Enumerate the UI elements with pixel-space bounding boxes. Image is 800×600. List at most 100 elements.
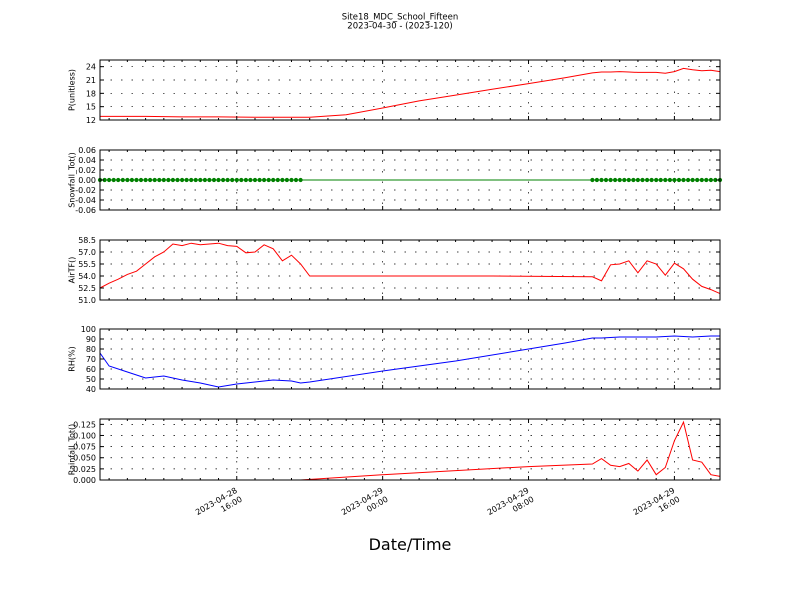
y-axis-label: RH(%) [68,346,77,371]
data-point [676,177,682,183]
data-point [617,177,622,183]
panel-2: -0.06-0.04-0.020.000.020.040.06Snowfall_… [68,146,723,215]
y-tick-label: 0.000 [73,476,96,485]
data-point [157,177,162,183]
data-point [599,177,604,183]
data-point [713,177,718,183]
data-point [239,177,244,183]
y-tick-label: 55.5 [78,260,96,269]
data-point [266,177,271,183]
data-point [243,177,248,183]
y-tick-label: 58.5 [78,236,96,245]
data-point [654,177,659,183]
data-point [631,177,636,183]
axes-frame [99,418,721,481]
data-point [152,177,157,183]
data-point [663,177,668,183]
y-tick-label: 50 [86,375,96,384]
data-point [608,177,613,183]
y-tick-label: 70 [86,355,96,364]
data-point [189,177,194,183]
data-point [107,177,112,183]
data-point [252,177,258,183]
data-point [672,177,677,183]
y-tick-label: 0.025 [73,465,96,474]
panel-1: 12 15 18 21 24 P(unitless) [68,59,721,125]
y-tick-label: 15 [86,103,96,112]
data-point [681,177,686,183]
y-tick-label: 24 [86,63,96,72]
data-point [225,177,230,183]
y-tick-label: -0.04 [75,196,96,205]
y-axis-label: AirTF() [68,257,77,284]
data-point [293,177,299,183]
data-point [221,177,226,183]
y-tick-label: 51.0 [78,296,96,305]
figure-title: Site18_MDC_School_Fifteen [342,13,459,23]
y-tick-label: 0.050 [73,454,96,463]
data-point [125,177,130,183]
axes-frame [99,328,721,390]
data-point [622,177,627,183]
data-point [690,177,695,183]
data-point [603,177,609,183]
data-point [207,177,212,183]
data-point [699,177,704,183]
y-tick-label: 60 [86,365,96,374]
data-point [148,177,153,183]
data-point [198,177,203,183]
y-tick-label: -0.06 [75,206,96,215]
y-tick-label: 100 [81,325,96,334]
data-point [102,177,107,183]
data-point [184,177,189,183]
data-point [275,177,280,183]
data-point [193,177,198,183]
y-tick-label: 0.04 [78,156,96,165]
panels: 1215182124P(unitless)-0.06-0.04-0.020.00… [68,59,723,485]
data-point [649,177,654,183]
data-point [686,177,691,183]
series-line [100,420,721,481]
y-tick-label: 0.100 [73,431,96,440]
data-point [170,177,175,183]
series-line [99,335,720,388]
axes-frame [99,239,721,301]
data-point [280,177,285,183]
y-tick-label: 54.0 [78,272,96,281]
data-point [211,177,217,183]
data-point [216,177,221,183]
data-point [298,177,303,183]
y-tick-label: 0.06 [78,146,96,155]
data-point [262,177,267,183]
y-tick-label: 80 [86,345,96,354]
series-line [99,242,721,295]
data-point [116,177,121,183]
data-point [289,177,294,183]
y-tick-label: 40 [86,385,96,394]
data-point [667,177,673,183]
y-tick-label: 0.075 [73,443,96,452]
series-line [100,67,721,118]
data-point [704,177,709,183]
data-point [134,177,139,183]
data-point [635,177,641,183]
data-point [175,177,180,183]
y-axis-label: P(unitless) [68,69,77,111]
data-point [138,177,144,183]
y-tick-label: 90 [86,335,96,344]
data-point [111,177,116,183]
y-tick-label: 18 [86,89,96,98]
axes-frame [99,59,721,121]
data-point [230,177,235,183]
data-point [129,177,134,183]
y-tick-label: 0.00 [78,176,96,185]
data-point [594,177,600,183]
data-point [645,177,650,183]
y-tick-label: 0.125 [73,420,96,429]
data-point [248,177,253,183]
data-point [590,177,595,183]
data-point [284,177,289,183]
data-point [180,177,185,183]
